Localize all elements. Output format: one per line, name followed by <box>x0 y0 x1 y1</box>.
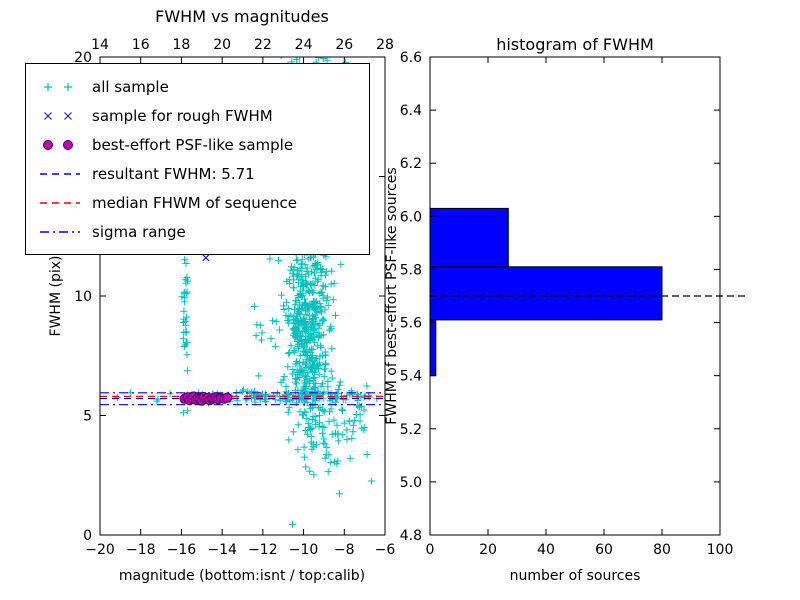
x-top-tick-label: 28 <box>376 37 394 53</box>
legend-label: median FHWM of sequence <box>92 193 297 212</box>
marker-glyph <box>64 82 72 91</box>
marker-glyph <box>43 139 53 150</box>
marker-glyph <box>64 111 72 120</box>
y-tick-label: 5.2 <box>400 422 422 438</box>
x-top-tick-label: 22 <box>254 37 272 53</box>
x-bottom-tick-label: −6 <box>375 542 396 558</box>
x-icon <box>44 111 72 120</box>
legend-label: resultant FWHM: 5.71 <box>92 164 255 183</box>
y-tick-label: 5.4 <box>400 369 422 385</box>
x-bottom-tick-label: −8 <box>334 542 355 558</box>
left-plot-ylabel: FWHM (pix) <box>48 256 64 337</box>
x-tick-label: 80 <box>653 542 671 558</box>
x-tick-label: 20 <box>479 542 497 558</box>
legend-label: sample for rough FWHM <box>92 106 273 125</box>
left-plot-xlabel: magnitude (bottom:isnt / top:calib) <box>119 568 365 584</box>
legend: all sample sample for rough FWHM best-effo… <box>25 63 370 255</box>
x-tick-label: 0 <box>426 542 435 558</box>
histogram-bar <box>430 266 663 321</box>
marker-glyph <box>44 111 52 120</box>
y-tick-label: 10 <box>74 289 92 305</box>
legend-item: all sample <box>38 72 357 101</box>
y-tick-label: 5.8 <box>400 262 422 278</box>
psf-sample-point <box>222 392 233 403</box>
histogram-bar <box>430 319 437 377</box>
plus-icon <box>44 82 72 91</box>
y-tick-label: 5.6 <box>400 316 422 332</box>
marker-glyph <box>44 82 52 91</box>
x-tick-label: 100 <box>707 542 734 558</box>
legend-label: sigma range <box>92 222 186 241</box>
y-tick-label: 5 <box>83 409 92 425</box>
marker-glyph <box>63 139 73 150</box>
x-bottom-tick-label: −16 <box>167 542 197 558</box>
y-tick-label: 0 <box>83 528 92 544</box>
x-bottom-tick-label: −12 <box>248 542 278 558</box>
left-plot-title: FWHM vs magnitudes <box>155 7 329 26</box>
x-tick-label: 60 <box>595 542 613 558</box>
y-tick-label: 20 <box>74 50 92 66</box>
dashed-line-icon <box>40 172 80 175</box>
legend-label: best-effort PSF-like sample <box>92 135 294 154</box>
x-top-tick-label: 18 <box>173 37 191 53</box>
histogram-bar <box>430 207 509 268</box>
y-tick-label: 6.2 <box>400 156 422 172</box>
circle-icon <box>43 139 73 150</box>
x-top-tick-label: 24 <box>295 37 313 53</box>
x-top-tick-label: 14 <box>91 37 109 53</box>
legend-item: sample for rough FWHM <box>38 101 357 130</box>
x-bottom-tick-label: −10 <box>289 542 319 558</box>
x-top-tick-label: 20 <box>213 37 231 53</box>
legend-label: all sample <box>92 77 169 96</box>
x-bottom-tick-label: −14 <box>207 542 237 558</box>
x-tick-label: 40 <box>537 542 555 558</box>
y-tick-label: 6.6 <box>400 50 422 66</box>
x-bottom-tick-label: −20 <box>85 542 115 558</box>
x-bottom-tick-label: −18 <box>126 542 156 558</box>
legend-item: best-effort PSF-like sample <box>38 130 357 159</box>
y-tick-label: 6.4 <box>400 103 422 119</box>
y-tick-label: 4.8 <box>400 528 422 544</box>
y-tick-label: 6.0 <box>400 209 422 225</box>
right-plot-xlabel: number of sources <box>510 568 641 584</box>
legend-item: sigma range <box>38 217 357 246</box>
right-plot-content <box>430 207 663 377</box>
x-top-tick-label: 26 <box>335 37 353 53</box>
right-plot-title: histogram of FWHM <box>496 35 654 54</box>
legend-item: median FHWM of sequence <box>38 188 357 217</box>
right-plot-ylabel: FWHM of best-effort PSF-like sources <box>384 167 400 424</box>
x-top-tick-label: 16 <box>132 37 150 53</box>
dashdot-line-icon <box>40 230 80 233</box>
legend-item: resultant FWHM: 5.71 <box>38 159 357 188</box>
dashed-line-icon <box>40 201 80 204</box>
y-tick-label: 5.0 <box>400 475 422 491</box>
